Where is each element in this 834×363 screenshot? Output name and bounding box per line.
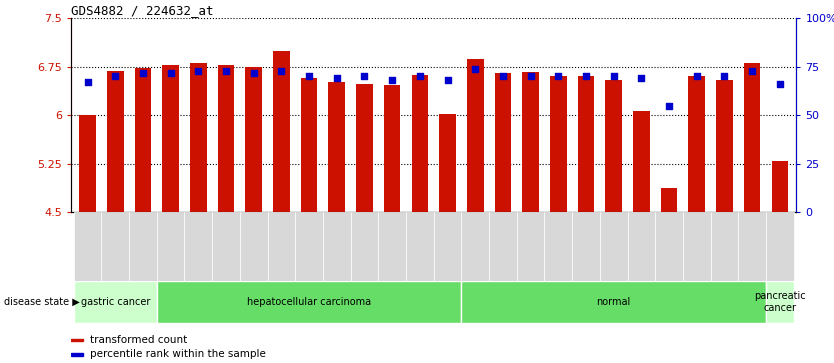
Bar: [184, 212, 212, 281]
Text: GDS4882 / 224632_at: GDS4882 / 224632_at: [71, 4, 214, 17]
Point: [524, 74, 537, 79]
Point: [690, 74, 703, 79]
Bar: [517, 212, 545, 281]
Text: pancreatic
cancer: pancreatic cancer: [754, 291, 806, 313]
Point: [164, 70, 178, 76]
Point: [81, 79, 94, 85]
Text: hepatocellular carcinoma: hepatocellular carcinoma: [247, 297, 371, 307]
Point: [136, 70, 149, 76]
Bar: [301, 78, 318, 212]
Bar: [212, 212, 240, 281]
Point: [247, 70, 260, 76]
Point: [635, 76, 648, 81]
Bar: [522, 72, 539, 212]
Bar: [129, 212, 157, 281]
Point: [718, 74, 731, 79]
Bar: [411, 75, 428, 212]
Bar: [600, 212, 627, 281]
Bar: [329, 82, 345, 212]
Bar: [157, 212, 184, 281]
Bar: [711, 212, 738, 281]
Bar: [578, 77, 595, 212]
Bar: [71, 339, 83, 341]
Bar: [495, 73, 511, 212]
Bar: [350, 212, 379, 281]
Text: normal: normal: [596, 297, 631, 307]
Bar: [688, 77, 705, 212]
Bar: [572, 212, 600, 281]
Point: [746, 68, 759, 73]
Text: transformed count: transformed count: [90, 335, 187, 345]
Point: [551, 74, 565, 79]
Bar: [268, 212, 295, 281]
Bar: [633, 111, 650, 212]
Bar: [73, 212, 102, 281]
Bar: [461, 281, 766, 323]
Bar: [738, 212, 766, 281]
Bar: [134, 68, 151, 212]
Bar: [461, 212, 489, 281]
Bar: [489, 212, 517, 281]
Point: [303, 74, 316, 79]
Bar: [157, 281, 461, 323]
Bar: [73, 281, 157, 323]
Point: [773, 81, 786, 87]
Bar: [605, 79, 622, 212]
Bar: [79, 115, 96, 212]
Bar: [323, 212, 350, 281]
Point: [662, 103, 676, 109]
Point: [441, 77, 455, 83]
Bar: [71, 353, 83, 356]
Point: [330, 76, 344, 81]
Bar: [406, 212, 434, 281]
Bar: [163, 65, 179, 212]
Point: [469, 66, 482, 72]
Bar: [661, 188, 677, 212]
Bar: [102, 212, 129, 281]
Bar: [771, 160, 788, 212]
Bar: [716, 79, 733, 212]
Point: [358, 74, 371, 79]
Bar: [656, 212, 683, 281]
Bar: [384, 85, 400, 212]
Bar: [218, 65, 234, 212]
Bar: [245, 67, 262, 212]
Bar: [467, 59, 484, 212]
Bar: [190, 64, 207, 212]
Bar: [440, 114, 456, 212]
Text: disease state ▶: disease state ▶: [4, 297, 80, 307]
Bar: [627, 212, 656, 281]
Point: [219, 68, 233, 73]
Bar: [434, 212, 461, 281]
Text: percentile rank within the sample: percentile rank within the sample: [90, 350, 265, 359]
Point: [580, 74, 593, 79]
Bar: [107, 71, 123, 212]
Point: [496, 74, 510, 79]
Bar: [273, 50, 289, 212]
Bar: [683, 212, 711, 281]
Bar: [295, 212, 323, 281]
Bar: [766, 212, 794, 281]
Bar: [766, 281, 794, 323]
Text: gastric cancer: gastric cancer: [81, 297, 150, 307]
Bar: [744, 64, 761, 212]
Bar: [356, 84, 373, 212]
Bar: [550, 77, 566, 212]
Point: [192, 68, 205, 73]
Bar: [379, 212, 406, 281]
Bar: [240, 212, 268, 281]
Point: [385, 77, 399, 83]
Point: [274, 68, 288, 73]
Point: [108, 74, 122, 79]
Point: [413, 74, 426, 79]
Bar: [545, 212, 572, 281]
Point: [607, 74, 620, 79]
